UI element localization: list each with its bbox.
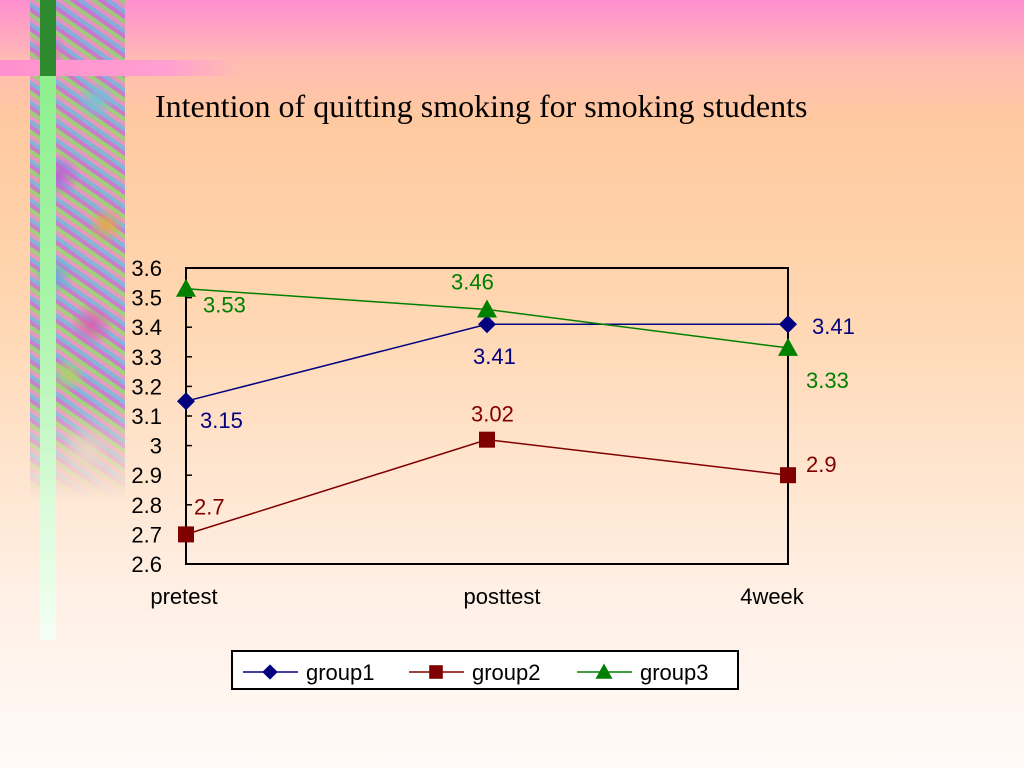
data-point-diamond: [177, 392, 195, 411]
legend-item-group3: group3: [577, 660, 709, 685]
series-group1: 3.15 3.41 3.41: [177, 314, 855, 433]
data-label: 3.33: [806, 368, 849, 393]
pink-strip: [0, 60, 240, 76]
y-axis-ticks: 3.6 3.5 3.4 3.3 3.2 3.1 3 2.9 2.8 2.7 2.6: [131, 256, 192, 577]
data-point-square: [429, 665, 443, 679]
y-tick-label: 3: [150, 434, 162, 459]
data-label: 3.46: [451, 269, 494, 294]
green-bar-light: [40, 76, 56, 640]
slide-title: Intention of quitting smoking for smokin…: [155, 88, 808, 124]
data-point-triangle: [176, 278, 196, 297]
data-point-triangle: [477, 299, 497, 318]
x-tick-label: pretest: [150, 584, 217, 609]
data-point-diamond: [478, 315, 496, 334]
data-label: 3.53: [203, 293, 246, 318]
y-tick-label: 3.6: [131, 256, 162, 281]
x-axis-ticks: pretest posttest 4week: [150, 584, 804, 609]
legend-item-group2: group2: [409, 660, 541, 685]
legend-item-group1: group1: [243, 660, 375, 685]
series-group3: 3.53 3.46 3.33: [176, 269, 849, 393]
legend: group1 group2 group3: [231, 650, 739, 690]
data-point-triangle: [778, 337, 798, 356]
y-tick-label: 3.5: [131, 286, 162, 311]
y-tick-label: 2.6: [131, 552, 162, 577]
data-label: 2.9: [806, 452, 837, 477]
y-tick-label: 3.4: [131, 315, 162, 340]
data-point-square: [479, 431, 495, 448]
legend-label: group3: [640, 660, 709, 685]
data-label: 3.41: [473, 344, 516, 369]
data-label: 3.15: [200, 408, 243, 433]
y-tick-label: 3.1: [131, 404, 162, 429]
series-group: 3.15 3.41 3.41 2.7 3.02 2.9 3.53 3.46 3.33: [176, 269, 855, 543]
data-point-square: [178, 526, 194, 543]
data-label: 2.7: [194, 494, 225, 519]
data-label: 3.41: [812, 314, 855, 339]
series-group2: 2.7 3.02 2.9: [178, 402, 837, 543]
top-band: [0, 0, 1024, 60]
legend-label: group1: [306, 660, 375, 685]
data-point-diamond: [262, 664, 278, 680]
y-tick-label: 2.8: [131, 493, 162, 518]
data-point-square: [780, 467, 796, 484]
data-point-triangle: [595, 663, 613, 679]
x-tick-label: 4week: [740, 584, 805, 609]
y-tick-label: 3.2: [131, 374, 162, 399]
legend-label: group2: [472, 660, 541, 685]
y-tick-label: 2.7: [131, 522, 162, 547]
y-tick-label: 2.9: [131, 463, 162, 488]
y-tick-label: 3.3: [131, 345, 162, 370]
x-tick-label: posttest: [463, 584, 540, 609]
data-point-diamond: [779, 315, 797, 334]
green-bar-dark: [40, 0, 56, 76]
data-label: 3.02: [471, 402, 514, 427]
series-line: [185, 438, 789, 536]
